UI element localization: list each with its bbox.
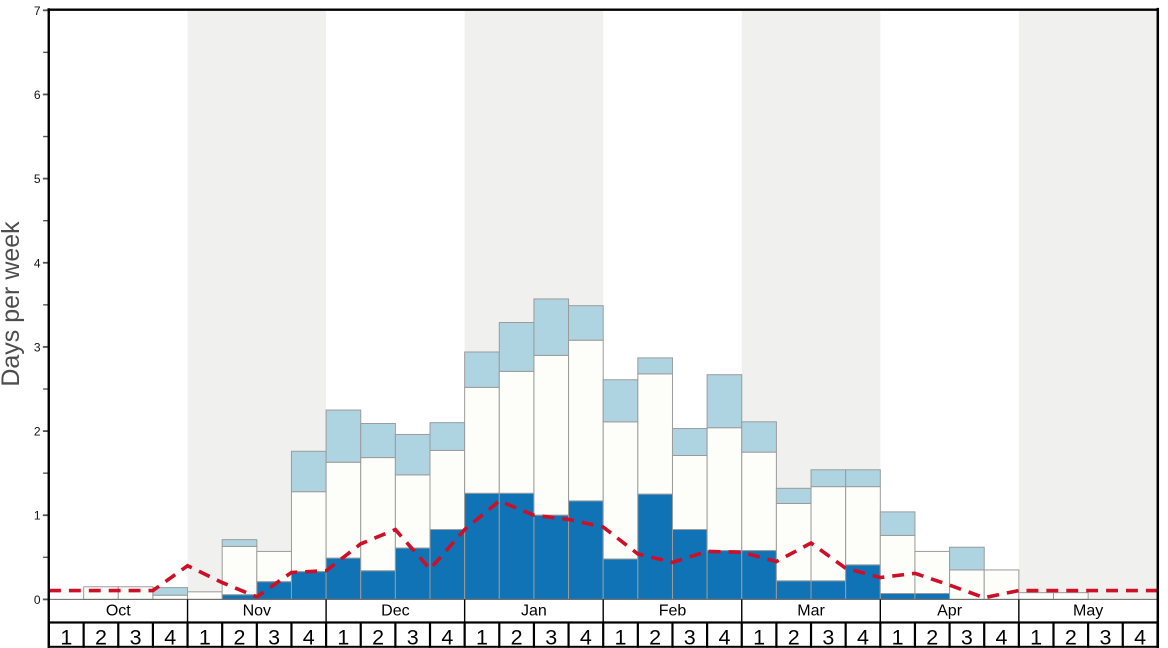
svg-text:6: 6 bbox=[34, 88, 41, 102]
svg-text:4: 4 bbox=[580, 625, 592, 648]
svg-text:2: 2 bbox=[34, 425, 41, 439]
svg-text:3: 3 bbox=[407, 625, 419, 648]
svg-text:Feb: Feb bbox=[659, 602, 687, 619]
svg-text:Jan: Jan bbox=[521, 602, 547, 619]
svg-text:5: 5 bbox=[34, 172, 41, 186]
svg-text:4: 4 bbox=[996, 625, 1008, 648]
svg-text:3: 3 bbox=[34, 340, 41, 354]
svg-text:4: 4 bbox=[718, 625, 730, 648]
svg-text:3: 3 bbox=[822, 625, 834, 648]
svg-text:3: 3 bbox=[684, 625, 696, 648]
svg-text:3: 3 bbox=[268, 625, 280, 648]
svg-text:May: May bbox=[1073, 602, 1103, 619]
svg-text:3: 3 bbox=[961, 625, 973, 648]
svg-text:4: 4 bbox=[441, 625, 453, 648]
svg-text:Dec: Dec bbox=[381, 602, 409, 619]
svg-text:2: 2 bbox=[372, 625, 384, 648]
svg-text:1: 1 bbox=[337, 625, 349, 648]
svg-text:1: 1 bbox=[60, 625, 72, 648]
svg-text:Apr: Apr bbox=[937, 602, 963, 619]
svg-text:2: 2 bbox=[95, 625, 107, 648]
svg-text:2: 2 bbox=[1065, 625, 1077, 648]
svg-text:0: 0 bbox=[34, 593, 41, 607]
svg-text:3: 3 bbox=[1099, 625, 1111, 648]
svg-text:1: 1 bbox=[476, 625, 488, 648]
svg-text:3: 3 bbox=[130, 625, 142, 648]
svg-text:4: 4 bbox=[857, 625, 869, 648]
svg-text:4: 4 bbox=[303, 625, 315, 648]
svg-text:2: 2 bbox=[649, 625, 661, 648]
svg-text:1: 1 bbox=[892, 625, 904, 648]
svg-text:Oct: Oct bbox=[106, 602, 131, 619]
svg-text:3: 3 bbox=[545, 625, 557, 648]
svg-text:7: 7 bbox=[34, 4, 41, 18]
svg-text:Mar: Mar bbox=[797, 602, 825, 619]
svg-text:2: 2 bbox=[511, 625, 523, 648]
svg-text:2: 2 bbox=[234, 625, 246, 648]
svg-text:1: 1 bbox=[615, 625, 627, 648]
svg-text:4: 4 bbox=[34, 256, 41, 270]
svg-text:Days per week: Days per week bbox=[0, 221, 25, 387]
svg-text:4: 4 bbox=[1134, 625, 1146, 648]
svg-text:Nov: Nov bbox=[243, 602, 271, 619]
svg-text:1: 1 bbox=[753, 625, 765, 648]
svg-text:4: 4 bbox=[164, 625, 176, 648]
svg-text:1: 1 bbox=[199, 625, 211, 648]
svg-text:1: 1 bbox=[1030, 625, 1042, 648]
svg-text:2: 2 bbox=[788, 625, 800, 648]
svg-text:2: 2 bbox=[926, 625, 938, 648]
svg-text:1: 1 bbox=[34, 509, 41, 523]
